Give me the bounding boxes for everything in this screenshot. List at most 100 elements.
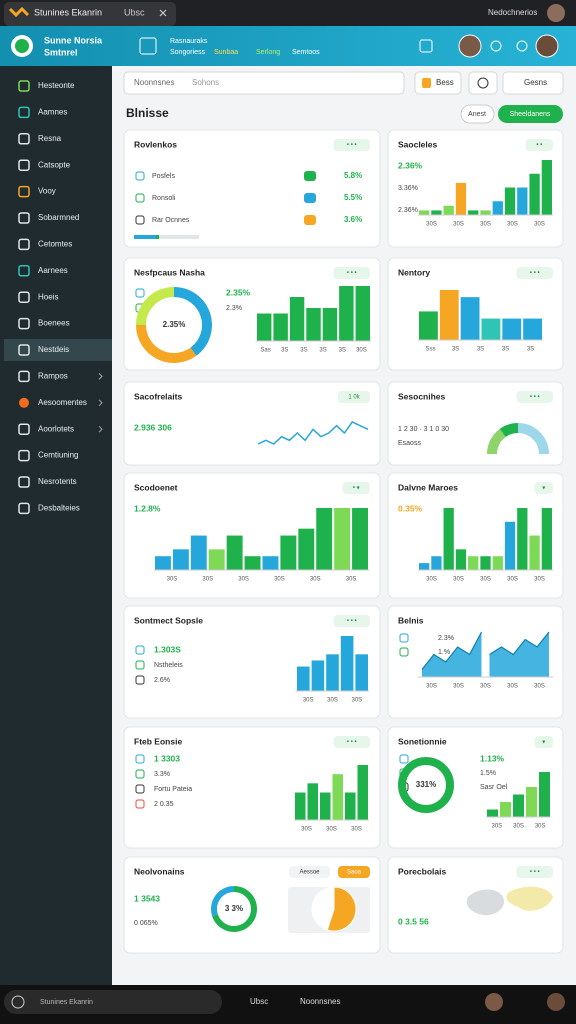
icon-button[interactable] <box>468 71 498 95</box>
button[interactable] <box>460 104 495 124</box>
badge[interactable] <box>342 482 371 494</box>
sidebar-item[interactable]: Cemtiuning <box>38 451 78 460</box>
badge[interactable] <box>333 139 371 151</box>
stat-icon <box>304 171 316 181</box>
x-tick-label: 30S <box>356 348 367 354</box>
sidebar-icon <box>19 397 29 408</box>
bar <box>500 802 511 817</box>
badge[interactable] <box>338 866 370 878</box>
taskbar-search[interactable] <box>4 990 222 1014</box>
sidebar-item[interactable]: Rampos <box>38 372 68 381</box>
search-box[interactable] <box>123 71 405 95</box>
sidebar-item[interactable]: Hesteonte <box>38 81 75 90</box>
button[interactable] <box>498 105 563 123</box>
sidebar-item[interactable]: Vooy <box>38 187 56 196</box>
bar <box>455 549 467 570</box>
sidebar-item[interactable]: Aesoomentes <box>38 398 87 407</box>
x-tick-label: 30S <box>351 698 362 704</box>
bar <box>334 508 351 570</box>
progress-segment <box>159 235 199 239</box>
card-title: Dalvne Maroes <box>398 482 458 492</box>
sidebar-icon <box>18 291 30 303</box>
header-icon[interactable] <box>490 40 502 52</box>
stat: 1.5% <box>480 770 496 777</box>
bar <box>439 290 459 340</box>
x-tick-label: 30S <box>534 222 545 228</box>
badge[interactable] <box>516 391 554 403</box>
bar <box>480 210 491 215</box>
button[interactable] <box>414 71 462 95</box>
sidebar-item[interactable]: Nesrotents <box>38 477 77 486</box>
avatar[interactable] <box>485 993 503 1011</box>
badge[interactable] <box>289 866 330 878</box>
badge-label: • • • <box>347 740 357 746</box>
badge[interactable] <box>525 139 554 151</box>
bar <box>541 508 552 570</box>
x-tick-label: 30S <box>310 577 321 583</box>
bar <box>280 535 297 570</box>
bar <box>355 654 368 691</box>
badge[interactable] <box>516 267 554 279</box>
browser-tab[interactable] <box>4 2 176 26</box>
header-icon[interactable] <box>419 39 433 53</box>
bar <box>355 286 370 341</box>
sidebar-item[interactable]: Sobarmned <box>38 213 79 222</box>
badge[interactable] <box>333 736 371 748</box>
badge[interactable] <box>333 267 371 279</box>
sidebar-item[interactable]: Aoorlotets <box>38 424 74 433</box>
avatar[interactable] <box>547 993 565 1011</box>
sidebar-item[interactable]: Cetomtes <box>38 240 72 249</box>
bar <box>298 528 315 570</box>
avatar[interactable] <box>535 34 559 58</box>
x-tick-label: 3S <box>319 348 326 354</box>
stat: 1.2.8% <box>134 503 161 513</box>
stat: 2.36% <box>398 207 418 214</box>
sidebar-item[interactable]: Resna <box>38 134 62 143</box>
header-icon[interactable] <box>516 40 528 52</box>
pie-slice <box>311 886 335 931</box>
sidebar-item[interactable]: Nestdeis <box>38 345 69 354</box>
x-tick-label: 30S <box>507 577 518 583</box>
button-label: Bess <box>436 78 454 87</box>
sidebar-item[interactable]: Catsopte <box>38 160 71 169</box>
tab-close[interactable] <box>159 9 167 17</box>
sidebar-item[interactable]: Hoeis <box>38 292 58 301</box>
chevron <box>98 425 103 433</box>
badge[interactable] <box>516 866 554 878</box>
badge[interactable] <box>333 615 371 627</box>
bar <box>539 772 550 817</box>
sidebar-item[interactable]: Boenees <box>38 319 70 328</box>
sidebar-item[interactable]: Aamnes <box>38 108 67 117</box>
card-title: Sesocnihes <box>398 391 446 401</box>
badge-label: • • • <box>530 395 540 401</box>
stat-icon <box>399 754 409 764</box>
bar <box>492 556 503 570</box>
badge[interactable] <box>338 391 370 403</box>
sidebar-item[interactable]: Aarnees <box>38 266 68 275</box>
nav-icon[interactable] <box>139 37 157 55</box>
stat-value: 5.5% <box>344 193 362 202</box>
donut-segment <box>136 287 175 326</box>
bar <box>502 318 522 340</box>
badge-label: • • <box>536 143 542 149</box>
button[interactable] <box>502 71 564 95</box>
bar <box>492 201 503 215</box>
stat-icon <box>135 215 145 225</box>
card-title: Porecbolais <box>398 866 446 876</box>
bar <box>455 182 467 215</box>
badge[interactable] <box>534 482 554 494</box>
sidebar-icon <box>18 476 30 488</box>
donut-label: 2.35% <box>163 320 186 329</box>
x-tick-label: 30S <box>274 577 285 583</box>
sidebar-item[interactable]: Desbalteies <box>38 504 80 513</box>
bar <box>431 556 442 570</box>
stat: Rar Ocnnes <box>152 217 190 224</box>
badge[interactable] <box>534 736 554 748</box>
stat-icon <box>135 645 145 655</box>
bar <box>487 809 498 817</box>
avatar[interactable] <box>458 34 482 58</box>
taskbar-item: Ubsc <box>250 997 268 1006</box>
bar <box>460 297 480 340</box>
bar <box>431 210 442 215</box>
